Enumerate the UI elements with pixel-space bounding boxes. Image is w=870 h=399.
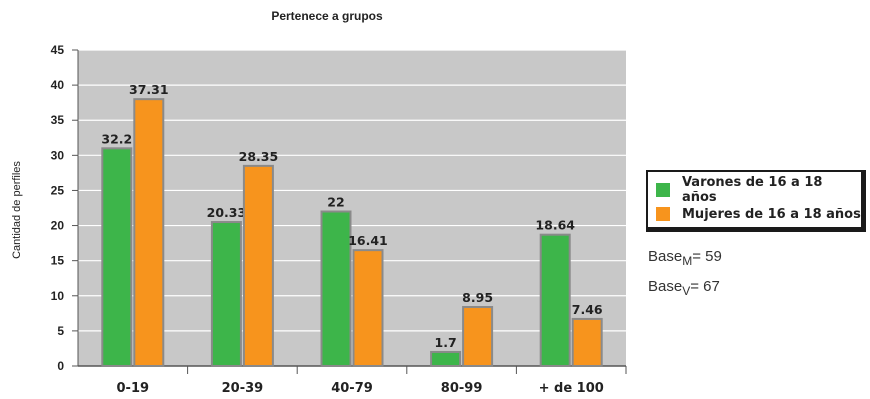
- bar-mujeres: [133, 98, 165, 368]
- legend-swatch-varones: [656, 183, 670, 197]
- data-label: 16.41: [348, 233, 388, 248]
- y-tick-label: 20: [51, 219, 65, 233]
- bar-mujeres: [352, 249, 384, 367]
- data-label: 1.7: [435, 335, 457, 350]
- base-v: BaseV= 67: [648, 274, 722, 304]
- bar-varones: [320, 210, 352, 367]
- chart-title: Pertenece a grupos: [271, 9, 383, 23]
- x-tick-label: 80-99: [441, 381, 483, 396]
- data-label: 20.33: [207, 205, 247, 220]
- base-m: BaseM= 59: [648, 244, 722, 274]
- data-label: 18.64: [535, 218, 575, 233]
- x-tick-label: 20-39: [222, 381, 264, 396]
- data-label: 22: [327, 195, 344, 210]
- bar-varones: [539, 233, 571, 367]
- base-m-prefix: Base: [648, 248, 683, 265]
- base-m-value: = 59: [692, 248, 722, 265]
- data-label: 28.35: [239, 149, 279, 164]
- legend-item-varones: Varones de 16 a 18 años: [656, 175, 861, 205]
- y-tick-label: 45: [51, 43, 65, 57]
- legend-item-mujeres: Mujeres de 16 a 18 años: [656, 202, 861, 226]
- y-tick-label: 30: [51, 148, 65, 162]
- y-tick-label: 35: [51, 113, 65, 127]
- y-tick-label: 15: [51, 254, 65, 268]
- plot-area: [78, 50, 626, 366]
- y-axis-label: Cantidad de perfiles: [11, 161, 23, 259]
- bar-mujeres: [571, 317, 603, 367]
- y-tick-label: 0: [57, 359, 64, 373]
- data-label: 7.46: [572, 302, 603, 317]
- base-v-prefix: Base: [648, 278, 683, 295]
- y-tick-label: 5: [57, 324, 64, 338]
- bar-varones: [430, 350, 462, 368]
- bar-varones: [210, 221, 242, 367]
- data-label: 8.95: [462, 290, 493, 305]
- x-tick-label: 40-79: [331, 381, 373, 396]
- legend-label-varones: Varones de 16 a 18 años: [681, 175, 823, 205]
- data-label: 37.31: [129, 82, 169, 97]
- bar-mujeres: [462, 306, 494, 368]
- bar-mujeres: [242, 164, 274, 367]
- legend: Varones de 16 a 18 años Mujeres de 16 a …: [646, 170, 866, 232]
- base-m-sub: M: [682, 254, 693, 268]
- base-v-sub: V: [682, 284, 691, 298]
- y-tick-label: 10: [51, 289, 65, 303]
- y-tick-label: 25: [51, 183, 65, 197]
- legend-swatch-mujeres: [656, 207, 670, 221]
- x-tick-label: 0-19: [117, 381, 150, 396]
- bar-varones: [101, 147, 133, 367]
- data-label: 32.2: [101, 131, 132, 146]
- x-tick-label: + de 100: [539, 381, 604, 396]
- bases-note: BaseM= 59 BaseV= 67: [648, 244, 722, 304]
- y-tick-label: 40: [51, 78, 65, 92]
- base-v-value: = 67: [690, 278, 720, 295]
- legend-label-mujeres: Mujeres de 16 a 18 años: [682, 206, 861, 222]
